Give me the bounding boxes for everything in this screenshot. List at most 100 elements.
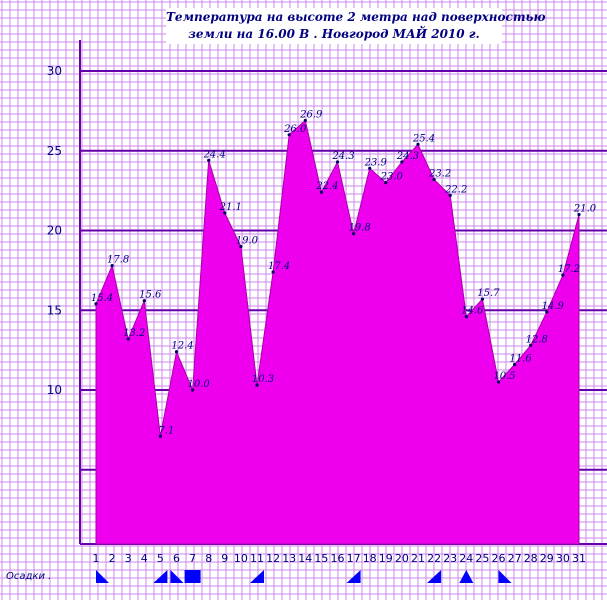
data-point (94, 302, 98, 306)
x-tick-label: 30 (556, 552, 570, 565)
data-point (384, 181, 388, 185)
data-point (207, 158, 211, 162)
x-tick-label: 10 (234, 552, 248, 565)
precipitation-markers (96, 570, 512, 583)
data-point (577, 212, 581, 217)
x-tick-label: 14 (298, 552, 312, 565)
data-point (416, 142, 420, 146)
data-point (432, 177, 436, 182)
data-point (110, 263, 114, 268)
data-label: 21.1 (219, 202, 242, 213)
data-point (335, 160, 340, 164)
data-point (191, 388, 195, 392)
data-point (303, 118, 307, 123)
data-label: 14.6 (461, 306, 484, 317)
data-label: 19.0 (236, 235, 259, 246)
data-point (448, 193, 452, 198)
data-point (464, 315, 468, 319)
x-tick-label: 15 (314, 552, 328, 565)
precipitation-marker (498, 570, 512, 583)
precipitation-marker (459, 570, 474, 583)
x-tick-label: 3 (125, 552, 132, 565)
data-point (271, 270, 275, 274)
data-label: 24.3 (331, 151, 354, 162)
y-tick-label: 10 (47, 383, 62, 397)
x-tick-label: 23 (443, 552, 457, 565)
data-point (561, 273, 565, 277)
data-point (223, 211, 227, 215)
data-label: 10.0 (187, 379, 210, 390)
data-point (368, 166, 372, 170)
data-label: 7.1 (158, 425, 174, 436)
y-tick-label: 15 (47, 303, 62, 317)
data-points (94, 118, 581, 438)
x-tick-label: 6 (173, 552, 180, 565)
data-label: 26.9 (299, 109, 323, 120)
data-label: 22.4 (315, 181, 338, 192)
data-point (545, 310, 549, 314)
data-point (480, 297, 484, 301)
data-point (352, 232, 356, 236)
y-tick-label: 20 (47, 224, 62, 238)
x-tick-label: 8 (205, 552, 212, 565)
x-tick-label: 19 (379, 552, 393, 565)
data-point (142, 299, 146, 303)
temperature-area-path (95, 119, 580, 545)
precipitation-label: Осадки . (6, 571, 52, 582)
data-point (126, 337, 130, 341)
data-label: 26.0 (283, 124, 307, 135)
x-tick-label: 25 (475, 552, 489, 565)
precipitation-marker (153, 570, 168, 583)
data-label: 19.8 (348, 223, 370, 234)
precipitation-marker (96, 570, 109, 583)
data-label: 17.4 (268, 261, 290, 272)
data-label: 21.0 (573, 204, 597, 215)
data-label: 24.3 (396, 151, 419, 162)
y-axis-ticks: 10 15 20 25 30 (47, 64, 62, 397)
precipitation-marker (170, 570, 184, 583)
data-point (513, 362, 517, 367)
x-tick-label: 27 (508, 552, 522, 565)
x-tick-label: 17 (347, 552, 361, 565)
data-point (158, 434, 162, 438)
data-point (400, 160, 404, 164)
data-label: 24.4 (203, 149, 226, 160)
x-tick-label: 29 (540, 552, 554, 565)
y-tick-label: 30 (47, 64, 62, 78)
x-tick-label: 9 (221, 552, 228, 565)
x-tick-label: 20 (395, 552, 409, 565)
x-tick-label: 16 (331, 552, 345, 565)
data-label: 12.8 (526, 334, 548, 345)
data-point (287, 133, 291, 137)
data-label: 15.4 (91, 293, 113, 304)
x-tick-label: 5 (157, 552, 164, 565)
data-point (255, 383, 259, 387)
x-tick-label: 26 (492, 552, 506, 565)
x-tick-label: 11 (250, 552, 264, 565)
chart-title-line-2: земли на 16.00 В . Новгород МАЙ 2010 г. (188, 27, 480, 41)
x-tick-label: 24 (459, 552, 473, 565)
precipitation-marker (184, 570, 201, 583)
data-label: 15.7 (477, 288, 500, 299)
x-tick-label: 4 (141, 552, 148, 565)
x-tick-label: 28 (524, 552, 538, 565)
x-tick-label: 13 (282, 552, 296, 565)
chart-title-line-1: Температура на высоте 2 метра над поверх… (166, 10, 546, 24)
data-point (239, 244, 243, 249)
x-axis-ticks: 1 2 3 4 5 6 7 8 9 10 11 12 13 14 15 16 17 18 19 20 21 22 23 24 2… (93, 552, 587, 565)
data-label: 10.3 (252, 374, 274, 385)
x-tick-label: 1 (93, 552, 100, 565)
precipitation-marker (250, 570, 264, 583)
x-tick-label: 7 (189, 552, 196, 565)
data-label: 11.6 (509, 353, 532, 364)
data-label: 14.9 (542, 301, 565, 312)
data-point (319, 190, 323, 194)
data-label: 12.4 (171, 341, 193, 352)
x-tick-label: 21 (411, 552, 425, 565)
x-tick-label: 31 (572, 552, 586, 565)
data-point (496, 380, 501, 384)
data-label: 25.4 (412, 133, 435, 144)
x-tick-label: 2 (109, 552, 116, 565)
x-tick-label: 22 (427, 552, 441, 565)
